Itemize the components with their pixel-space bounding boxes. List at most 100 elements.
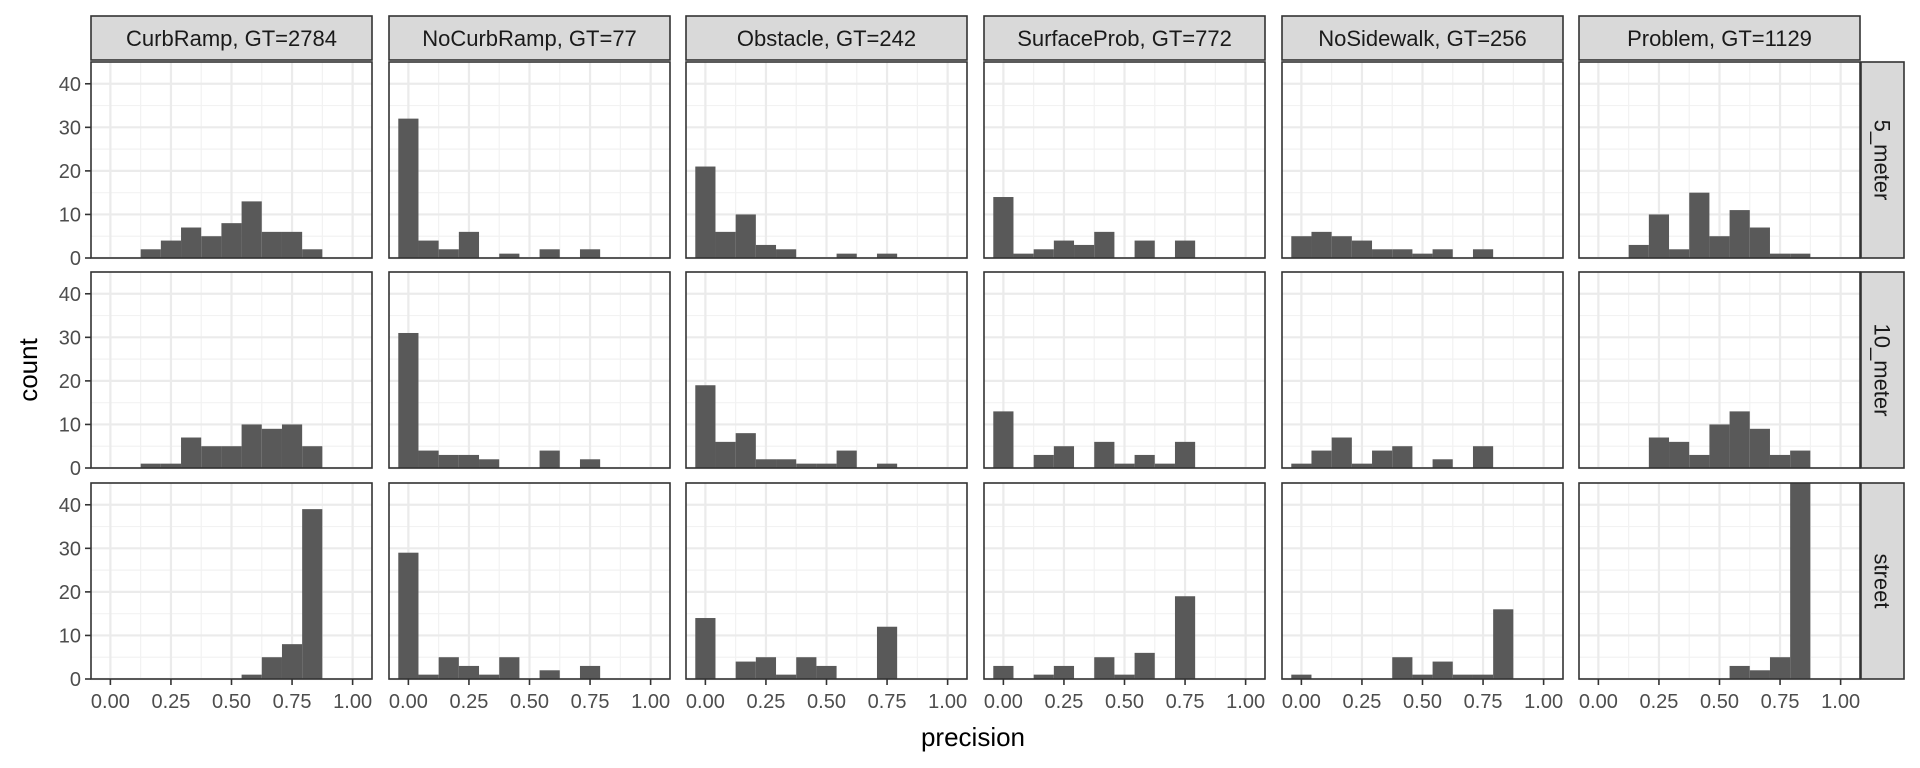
strip-label: 10_meter [1870, 324, 1895, 417]
strip-label: 5_meter [1870, 120, 1895, 201]
histogram-bar [479, 459, 500, 468]
x-tick-label: 0.75 [868, 691, 907, 713]
histogram-bar [1729, 411, 1750, 468]
histogram-bar [539, 450, 560, 468]
strip-nocurbramp: NoCurbRamp, GT=77 [388, 15, 671, 61]
histogram-bar [735, 661, 756, 679]
histogram-bar [1311, 450, 1332, 468]
y-tick-label: 40 [59, 284, 81, 306]
histogram-bar [221, 446, 242, 468]
panel-obstacle-5-meter [685, 61, 968, 260]
histogram-bar [1749, 227, 1770, 258]
histogram-bar [579, 249, 601, 258]
histogram-bar [735, 433, 756, 468]
histogram-bar [1291, 236, 1312, 258]
panel-border [685, 271, 968, 469]
y-tick-label: 40 [59, 495, 81, 517]
y-tick-label: 30 [59, 327, 81, 349]
x-tick-label: 0.25 [151, 691, 190, 713]
y-tick-label: 20 [59, 582, 81, 604]
strip-obstacle: Obstacle, GT=242 [685, 15, 968, 61]
x-tick-label: 0.50 [807, 691, 846, 713]
strip-nosidewalk: NoSidewalk, GT=256 [1281, 15, 1564, 61]
histogram-bar [1053, 240, 1075, 258]
histogram-bar [458, 454, 480, 468]
histogram-bar [1749, 670, 1770, 679]
y-tick-label: 30 [59, 538, 81, 560]
histogram-bar [876, 253, 898, 258]
x-tick-label: 0.75 [1761, 691, 1800, 713]
histogram-bar [201, 446, 222, 468]
histogram-bar [1472, 446, 1494, 468]
histogram-bar [261, 657, 282, 679]
histogram-bar [1013, 253, 1034, 258]
histogram-bar [1432, 459, 1453, 468]
histogram-bar [1628, 244, 1649, 258]
histogram-bar [281, 424, 303, 468]
strip-surfaceprob: SurfaceProb, GT=772 [983, 15, 1266, 61]
histogram-bar [458, 665, 480, 679]
panel-nosidewalk-10-meter [1281, 271, 1564, 470]
histogram-bar [281, 644, 303, 679]
histogram-bar [735, 214, 756, 258]
histogram-bar [140, 249, 161, 258]
histogram-bar [261, 231, 282, 258]
x-tick-label: 0.75 [1166, 691, 1205, 713]
histogram-bar [1094, 657, 1115, 679]
histogram-bar [1472, 674, 1494, 679]
x-tick-label: 0.00 [389, 691, 428, 713]
histogram-bar [1729, 665, 1750, 679]
histogram-bar [993, 411, 1014, 468]
strip-background [1860, 271, 1905, 469]
panel-nocurbramp-10-meter [388, 271, 671, 470]
histogram-bar [1669, 249, 1690, 258]
strip-background [90, 15, 373, 61]
histogram-bar [1749, 428, 1770, 468]
histogram-bar [1412, 674, 1433, 679]
histogram-bar [1174, 441, 1196, 468]
histogram-bar [1372, 450, 1393, 468]
y-tick-label: 20 [59, 161, 81, 183]
panel-border [388, 61, 671, 259]
panel-surfaceprob-5-meter [983, 61, 1266, 260]
histogram-bar [398, 118, 419, 258]
panel-surfaceprob-10-meter [983, 271, 1266, 470]
panel-nosidewalk-5-meter [1281, 61, 1564, 260]
panel-border [1578, 271, 1861, 469]
histogram-bar [876, 626, 898, 679]
histogram-bar [1074, 244, 1095, 258]
x-tick-label: 0.50 [1403, 691, 1442, 713]
histogram-bar [1351, 240, 1373, 258]
histogram-bar [1372, 249, 1393, 258]
histogram-bar [1769, 657, 1791, 679]
panel-border [983, 61, 1266, 259]
histogram-bar [160, 463, 182, 468]
x-tick-label: 0.25 [1639, 691, 1678, 713]
histogram-bar [1790, 450, 1811, 468]
histogram-bar [1053, 446, 1075, 468]
panels [90, 61, 1861, 681]
histogram-bar [418, 240, 439, 258]
histogram-bar [579, 459, 601, 468]
histogram-bar [776, 674, 797, 679]
histogram-bar [1134, 240, 1155, 258]
histogram-bar [1311, 231, 1332, 258]
x-tick-label: 0.25 [1342, 691, 1381, 713]
histogram-bar [499, 253, 520, 258]
strip-label: street [1870, 553, 1895, 608]
x-tick-label: 1.00 [1821, 691, 1860, 713]
histogram-bar [1689, 454, 1710, 468]
histogram-bar [241, 424, 262, 468]
histogram-bar [140, 463, 161, 468]
x-tick-label: 1.00 [928, 691, 967, 713]
histogram-bar [1392, 657, 1413, 679]
histogram-bar [398, 332, 419, 468]
panel-problem-5-meter [1578, 61, 1861, 260]
panel-border [685, 61, 968, 259]
y-tick-label: 10 [59, 625, 81, 647]
strip-background [388, 15, 671, 61]
histogram-bar [1351, 463, 1373, 468]
histogram-bar [181, 437, 202, 468]
y-tick-label: 0 [70, 458, 81, 480]
strip-5-meter: 5_meter [1860, 61, 1905, 259]
